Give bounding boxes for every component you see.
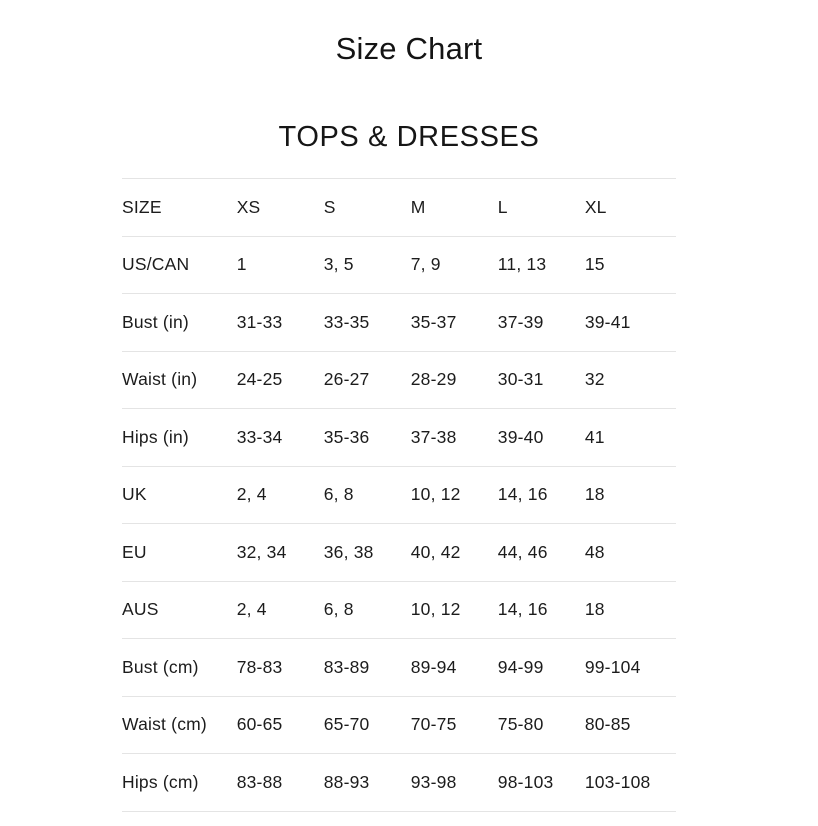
table-cell: 32, 34 (236, 523, 324, 581)
table-cell: 31-33 (236, 293, 324, 351)
table-cell: 18 (584, 580, 676, 639)
row-label: Hips (in) (122, 408, 237, 466)
table-cell: 14, 16 (497, 465, 585, 524)
table-cell: 1 (236, 235, 324, 294)
table-cell: 11, 13 (497, 235, 585, 294)
table-cell: 89-94 (410, 638, 498, 696)
table-cell: 93-98 (410, 753, 498, 812)
table-row: EU 32, 34 36, 38 40, 42 44, 46 48 (122, 523, 676, 581)
table-cell: 2, 4 (236, 465, 324, 524)
table-row: Bust (cm) 78-83 83-89 89-94 94-99 99-104 (122, 638, 676, 696)
table-row: UK 2, 4 6, 8 10, 12 14, 16 18 (122, 465, 676, 524)
row-label: Bust (in) (122, 293, 237, 351)
table-cell: 70-75 (410, 695, 498, 754)
table-cell: 48 (584, 523, 676, 581)
table-cell: 3, 5 (323, 235, 411, 294)
table-cell: 88-93 (323, 753, 411, 812)
table-cell: 41 (584, 408, 676, 466)
row-label: Hips (cm) (122, 753, 237, 812)
table-cell: 37-39 (497, 293, 585, 351)
table-cell: 40, 42 (410, 523, 498, 581)
table-cell: 35-37 (410, 293, 498, 351)
page-title: Size Chart (335, 31, 483, 66)
table-cell: 14, 16 (497, 580, 585, 639)
table-header-row: SIZE XS S M L XL (122, 178, 676, 236)
table-cell: 36, 38 (323, 523, 411, 581)
column-header-m: M (410, 178, 498, 236)
table-cell: 2, 4 (236, 580, 324, 639)
table-cell: 98-103 (497, 753, 585, 812)
table-cell: 78-83 (236, 638, 324, 696)
table-cell: 10, 12 (410, 465, 498, 524)
table-row: Waist (in) 24-25 26-27 28-29 30-31 32 (122, 350, 676, 409)
table-row: Waist (cm) 60-65 65-70 70-75 75-80 80-85 (122, 695, 676, 754)
table-cell: 103-108 (584, 753, 676, 812)
table-cell: 80-85 (584, 695, 676, 754)
table-row: Hips (cm) 83-88 88-93 93-98 98-103 103-108 (122, 753, 676, 812)
row-label: EU (122, 523, 237, 581)
table-cell: 44, 46 (497, 523, 585, 581)
table-cell: 83-88 (236, 753, 324, 812)
row-label: UK (122, 465, 237, 524)
column-header-s: S (323, 178, 411, 236)
size-table-container: SIZE XS S M L XL US/CAN 1 3, 5 7, 9 11, 13 15 Bust (… (122, 178, 676, 812)
row-label: Waist (in) (122, 350, 237, 409)
table-cell: 18 (584, 465, 676, 524)
column-header-size: SIZE (122, 178, 237, 236)
table-cell: 83-89 (323, 638, 411, 696)
table-cell: 75-80 (497, 695, 585, 754)
table-cell: 94-99 (497, 638, 585, 696)
table-row: AUS 2, 4 6, 8 10, 12 14, 16 18 (122, 580, 676, 639)
table-cell: 32 (584, 350, 676, 409)
table-cell: 35-36 (323, 408, 411, 466)
table-cell: 65-70 (323, 695, 411, 754)
table-cell: 33-35 (323, 293, 411, 351)
table-row: US/CAN 1 3, 5 7, 9 11, 13 15 (122, 235, 676, 294)
column-header-l: L (497, 178, 585, 236)
row-label: Bust (cm) (122, 638, 237, 696)
row-label: AUS (122, 580, 237, 639)
table-cell: 10, 12 (410, 580, 498, 639)
table-cell: 7, 9 (410, 235, 498, 294)
table-cell: 37-38 (410, 408, 498, 466)
size-chart-table: SIZE XS S M L XL US/CAN 1 3, 5 7, 9 11, 13 15 Bust (… (122, 178, 676, 812)
table-cell: 6, 8 (323, 580, 411, 639)
table-cell: 26-27 (323, 350, 411, 409)
column-header-xs: XS (236, 178, 324, 236)
table-cell: 30-31 (497, 350, 585, 409)
table-cell: 6, 8 (323, 465, 411, 524)
column-header-xl: XL (584, 178, 676, 236)
row-label: Waist (cm) (122, 695, 237, 754)
table-cell: 99-104 (584, 638, 676, 696)
table-cell: 24-25 (236, 350, 324, 409)
row-label: US/CAN (122, 235, 237, 294)
chart-section-subtitle: TOPS & DRESSES (278, 121, 540, 153)
table-row: Hips (in) 33-34 35-36 37-38 39-40 41 (122, 408, 676, 466)
table-cell: 33-34 (236, 408, 324, 466)
table-cell: 39-41 (584, 293, 676, 351)
table-cell: 60-65 (236, 695, 324, 754)
table-cell: 28-29 (410, 350, 498, 409)
table-cell: 15 (584, 235, 676, 294)
table-row: Bust (in) 31-33 33-35 35-37 37-39 39-41 (122, 293, 676, 351)
table-cell: 39-40 (497, 408, 585, 466)
